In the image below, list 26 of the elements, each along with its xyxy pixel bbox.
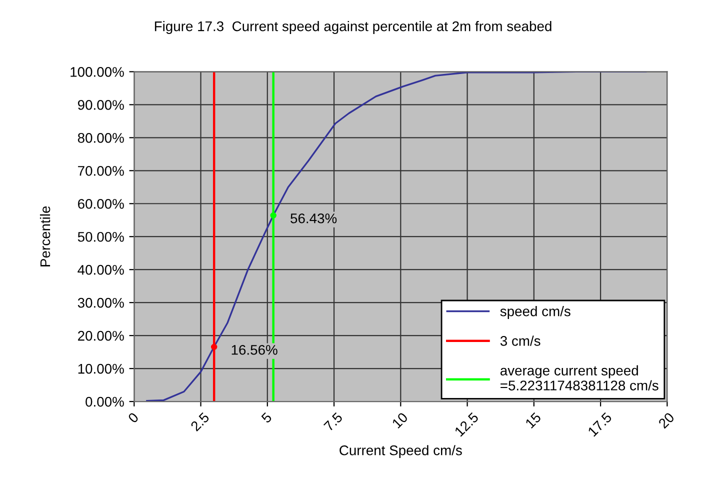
x-tick-label: 10 xyxy=(392,412,408,429)
y-axis-title: Percentile xyxy=(40,206,50,266)
x-tick-label: 7.5 xyxy=(323,412,344,432)
x-axis-title: Current Speed cm/s xyxy=(340,445,462,458)
y-tick-label: 10.00% xyxy=(78,364,124,374)
legend-label: average current speed =5.22311748381128 cm/s xyxy=(500,365,658,390)
y-tick-label: 0.00% xyxy=(86,396,124,407)
x-tick-label: 20 xyxy=(658,412,675,429)
y-tick-label: 100.00% xyxy=(70,67,124,77)
chart-title: Figure 17.3 Current speed against percentile at 2m from seabed xyxy=(154,21,552,34)
x-tick-label: 0 xyxy=(127,412,140,424)
x-tick-label: 2.5 xyxy=(190,412,210,432)
x-tick-label: 15 xyxy=(524,412,542,429)
y-tick-label: 80.00% xyxy=(78,133,124,143)
legend-label: speed cm/s xyxy=(500,306,570,319)
y-tick-label: 70.00% xyxy=(78,166,124,176)
annotation: 56.43% xyxy=(290,213,337,224)
x-tick-label: 5 xyxy=(260,412,272,424)
annotation: 16.56% xyxy=(232,344,278,355)
y-tick-label: 30.00% xyxy=(78,298,124,308)
y-tick-label: 60.00% xyxy=(78,198,124,209)
y-tick-label: 40.00% xyxy=(78,264,124,275)
legend-label: 3 cm/s xyxy=(500,336,540,346)
y-tick-label: 90.00% xyxy=(78,100,124,110)
y-tick-label: 20.00% xyxy=(78,330,124,341)
y-tick-label: 50.00% xyxy=(78,232,124,242)
